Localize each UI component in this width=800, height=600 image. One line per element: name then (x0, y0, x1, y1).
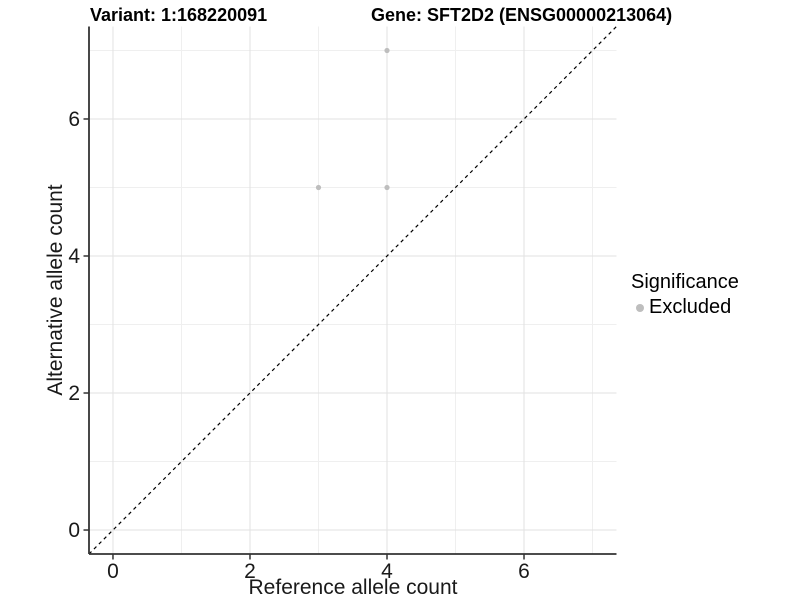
variant-title: Variant: 1:168220091 (90, 5, 268, 25)
x-tick-label: 6 (518, 560, 530, 583)
data-point (315, 184, 322, 191)
identity-line (88, 26, 617, 555)
x-tick-label: 4 (381, 560, 393, 583)
y-tick-label: 2 (68, 382, 80, 405)
y-tick-label: 0 (68, 519, 80, 542)
data-point (384, 184, 390, 191)
legend: Significance Excluded (631, 271, 739, 319)
y-tick-label: 4 (68, 245, 80, 268)
x-tick-label: 2 (244, 560, 256, 583)
data-point (384, 47, 390, 54)
legend-item-excluded: Excluded (631, 296, 739, 319)
y-axis-title: Alternative allele count (44, 184, 67, 396)
gene-title: Gene: SFT2D2 (ENSG00000213064) (371, 5, 673, 25)
legend-title: Significance (631, 271, 739, 293)
excluded-point-icon (636, 303, 644, 312)
x-tick-label: 0 (107, 560, 119, 583)
x-axis-title: Reference allele count (248, 576, 458, 599)
y-tick-label: 6 (68, 108, 80, 131)
legend-item-label: Excluded (649, 296, 732, 318)
